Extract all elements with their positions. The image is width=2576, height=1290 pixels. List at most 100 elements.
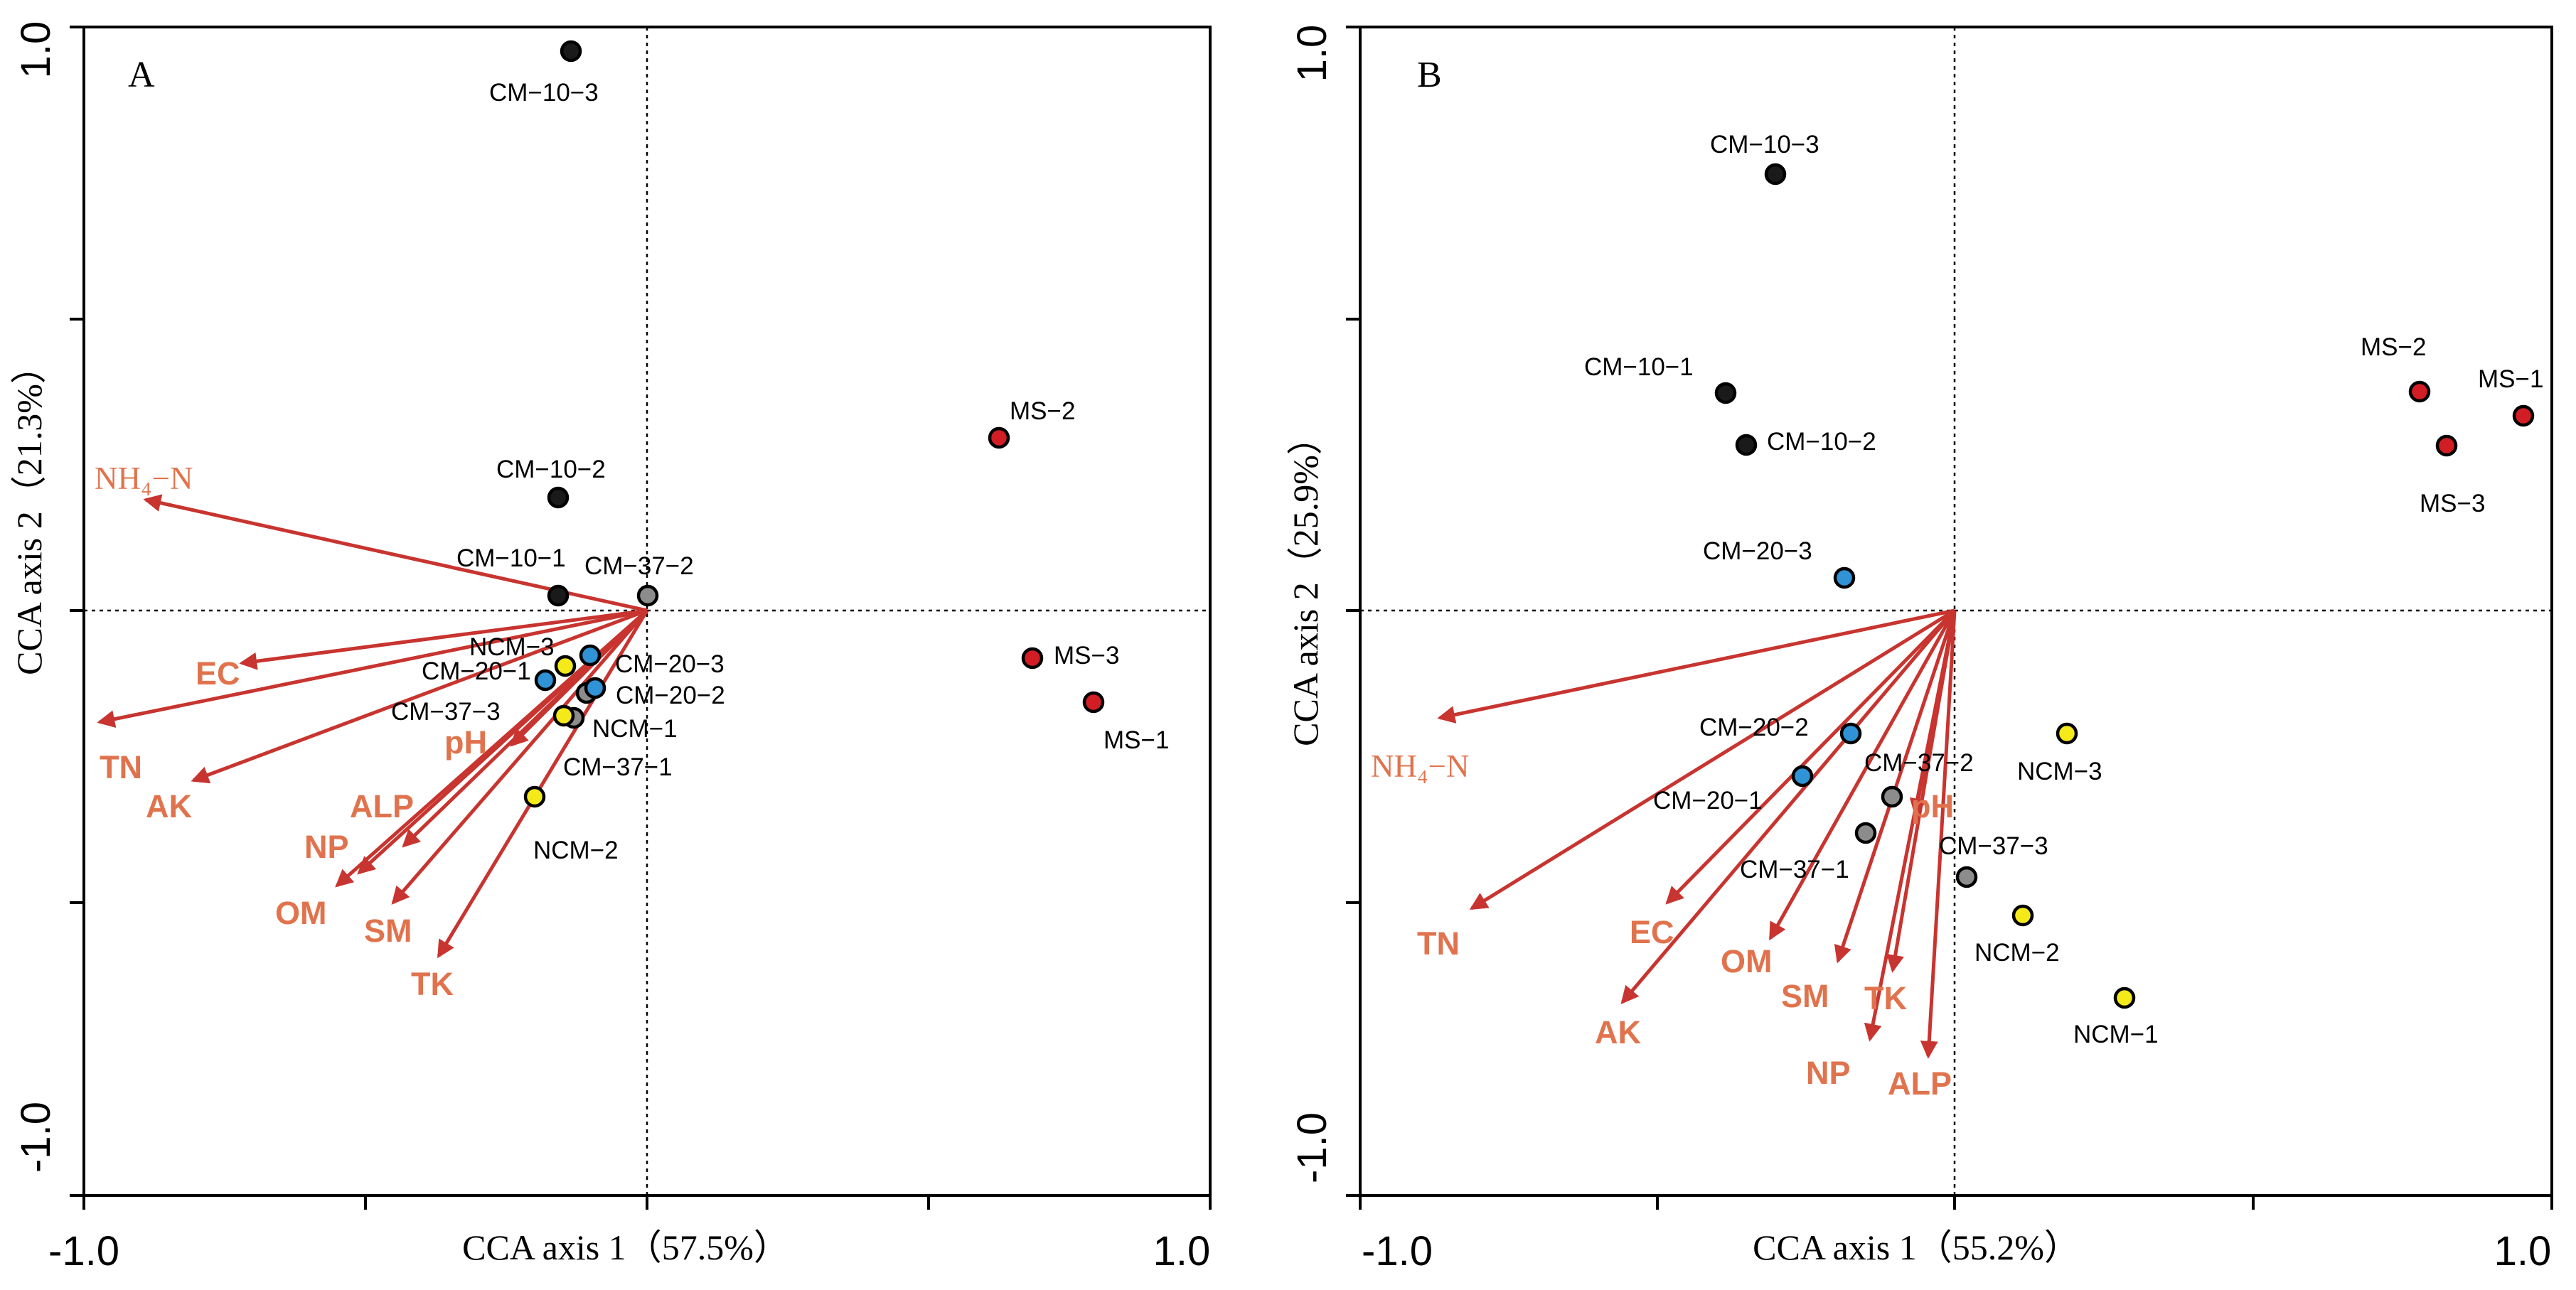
- site-label-ms-2: MS−2: [2361, 333, 2426, 361]
- site-point-cm-20-3: [1833, 566, 1856, 589]
- site-point-ncm-3: [554, 655, 577, 677]
- site-point-cm-37-2: [1881, 785, 1903, 808]
- site-label-ms-3: MS−3: [1054, 642, 1119, 670]
- arrow-sm: [391, 609, 648, 905]
- site-label-ms-2: MS−2: [1010, 397, 1075, 425]
- env-label-om: OM: [275, 895, 327, 931]
- env-label-ak: AK: [1595, 1014, 1641, 1050]
- panel-a-xtick-max: 1.0: [1153, 1228, 1211, 1274]
- arrow-ak: [191, 608, 648, 784]
- panel-b-x-axis-title: CCA axis 1（55.2%）: [1753, 1227, 2080, 1267]
- site-label-cm-20-3: CM−20−3: [615, 650, 725, 678]
- site-label-cm-37-3: CM−37−3: [391, 698, 501, 726]
- panel-a-ticks: [70, 26, 1212, 1210]
- panel-a-x-axis-title: CCA axis 1（57.5%）: [462, 1227, 789, 1267]
- panel-a-xtick-min: -1.0: [48, 1228, 119, 1274]
- panel-b-xtick-max: 1.0: [2494, 1228, 2552, 1274]
- panel-a: -1.0 1.0 1.0 -1.0 CCA axis 1（57.5%） CCA …: [9, 21, 1212, 1274]
- site-label-cm-20-2: CM−20−2: [616, 682, 725, 709]
- site-label-cm-10-1: CM−10−1: [1584, 353, 1694, 381]
- site-point-cm-10-2: [547, 486, 570, 509]
- env-label-tn: TN: [1417, 925, 1460, 962]
- panel-a-env-labels: NH₄−N EC TN AK pH ALP NP OM SM TK: [95, 461, 487, 1002]
- panel-b: -1.0 1.0 1.0 -1.0 CCA axis 1（55.2%） CCA …: [1286, 25, 2553, 1274]
- site-point-cm-10-1: [1714, 382, 1737, 404]
- arrow-ec: [1665, 609, 1956, 905]
- env-label-tk: TK: [411, 966, 454, 1002]
- arrow-ec: [239, 608, 648, 670]
- panel-b-tag: B: [1417, 55, 1442, 95]
- env-label-np: NP: [304, 829, 349, 865]
- env-label-nh4-n: NH₄−N: [1371, 748, 1470, 784]
- site-label-ms-1: MS−1: [2478, 365, 2543, 393]
- panel-a-ytick-max: 1.0: [13, 21, 59, 79]
- site-label-ncm-2: NCM−2: [1974, 939, 2060, 967]
- env-label-sm: SM: [364, 913, 412, 949]
- env-label-om: OM: [1721, 943, 1773, 979]
- site-label-ncm-3: NCM−3: [469, 633, 555, 661]
- site-point-ncm-1: [2113, 987, 2136, 1009]
- site-point-cm-37-1: [1854, 822, 1877, 844]
- arrow-nh4-n: [1437, 608, 1955, 724]
- env-label-alp: ALP: [350, 788, 414, 824]
- site-label-cm-37-3: CM−37−3: [1939, 832, 2048, 860]
- env-label-np: NP: [1806, 1055, 1851, 1091]
- env-label-tn: TN: [100, 749, 142, 785]
- site-label-cm-10-3: CM−10−3: [489, 79, 599, 107]
- site-point-ms-3: [2435, 434, 2458, 457]
- env-label-ph: pH: [1911, 788, 1954, 824]
- site-label-ncm-1: NCM−1: [592, 715, 678, 743]
- site-label-cm-20-1: CM−20−1: [422, 657, 531, 685]
- site-label-cm-37-2: CM−37−2: [584, 552, 694, 580]
- site-label-cm-20-1: CM−20−1: [1653, 787, 1763, 815]
- arrow-tn: [97, 608, 648, 729]
- arrow-ak: [1620, 609, 1956, 1004]
- panel-a-y-axis-title: CCA axis 2（21.3%）: [9, 348, 49, 675]
- site-point-cm-20-1: [1791, 765, 1814, 788]
- site-point-ms-1: [1082, 691, 1105, 714]
- panel-b-xtick-min: -1.0: [1362, 1228, 1433, 1274]
- site-label-ncm-1: NCM−1: [2073, 1021, 2159, 1048]
- panel-a-sites: [523, 40, 1105, 808]
- arrow-om: [1768, 609, 1957, 941]
- site-label-cm-10-1: CM−10−1: [456, 544, 566, 572]
- site-point-cm-37-2: [636, 584, 659, 607]
- site-label-ms-3: MS−3: [2420, 490, 2485, 517]
- panel-b-env-labels: NH₄−N TN EC AK OM SM NP TK ALP pH: [1371, 748, 1954, 1102]
- arrow-tk: [437, 609, 649, 959]
- site-label-ncm-3: NCM−3: [2017, 758, 2102, 785]
- site-point-ncm-2: [523, 785, 546, 808]
- panel-b-ytick-max: 1.0: [1289, 25, 1335, 82]
- env-label-alp: ALP: [1888, 1065, 1952, 1102]
- site-point-ncm-2: [2011, 904, 2034, 927]
- site-point-cm-20-2: [1839, 722, 1862, 745]
- site-label-cm-10-3: CM−10−3: [1710, 131, 1819, 158]
- site-point-ms-2: [988, 426, 1010, 449]
- site-point-ncm-3: [2056, 722, 2078, 745]
- site-point-cm-10-2: [1735, 434, 1758, 456]
- site-label-cm-10-2: CM−10−2: [1767, 428, 1876, 456]
- panel-b-ticks: [1346, 26, 2553, 1210]
- site-point-cm-20-2: [584, 677, 606, 699]
- site-label-cm-10-2: CM−10−2: [496, 456, 606, 483]
- site-label-cm-20-3: CM−20−3: [1703, 537, 1812, 565]
- panel-b-ytick-min: -1.0: [1289, 1112, 1335, 1183]
- panel-a-site-labels: CM−10−3 CM−10−2 CM−10−1 CM−37−2 NCM−3 CM…: [391, 79, 1169, 864]
- arrow-sm: [1834, 610, 1957, 964]
- site-point-ms-1: [2512, 404, 2535, 427]
- env-label-ec: EC: [196, 655, 240, 692]
- panel-a-ytick-min: -1.0: [13, 1102, 59, 1173]
- arrow-nh4-n: [143, 494, 648, 613]
- panel-a-tag: A: [128, 55, 155, 95]
- site-label-ncm-2: NCM−2: [533, 837, 619, 864]
- site-label-cm-37-2: CM−37−2: [1864, 749, 1974, 777]
- site-point-ncm-1: [552, 704, 575, 727]
- site-label-cm-37-1: CM−37−1: [563, 753, 673, 781]
- panel-b-y-axis-title: CCA axis 2（25.9%）: [1286, 419, 1325, 746]
- site-point-ms-2: [2408, 380, 2431, 403]
- site-label-cm-37-1: CM−37−1: [1740, 856, 1849, 883]
- arrow-alp: [1920, 610, 1957, 1059]
- env-label-ph: pH: [444, 724, 487, 760]
- site-label-ms-1: MS−1: [1103, 726, 1169, 754]
